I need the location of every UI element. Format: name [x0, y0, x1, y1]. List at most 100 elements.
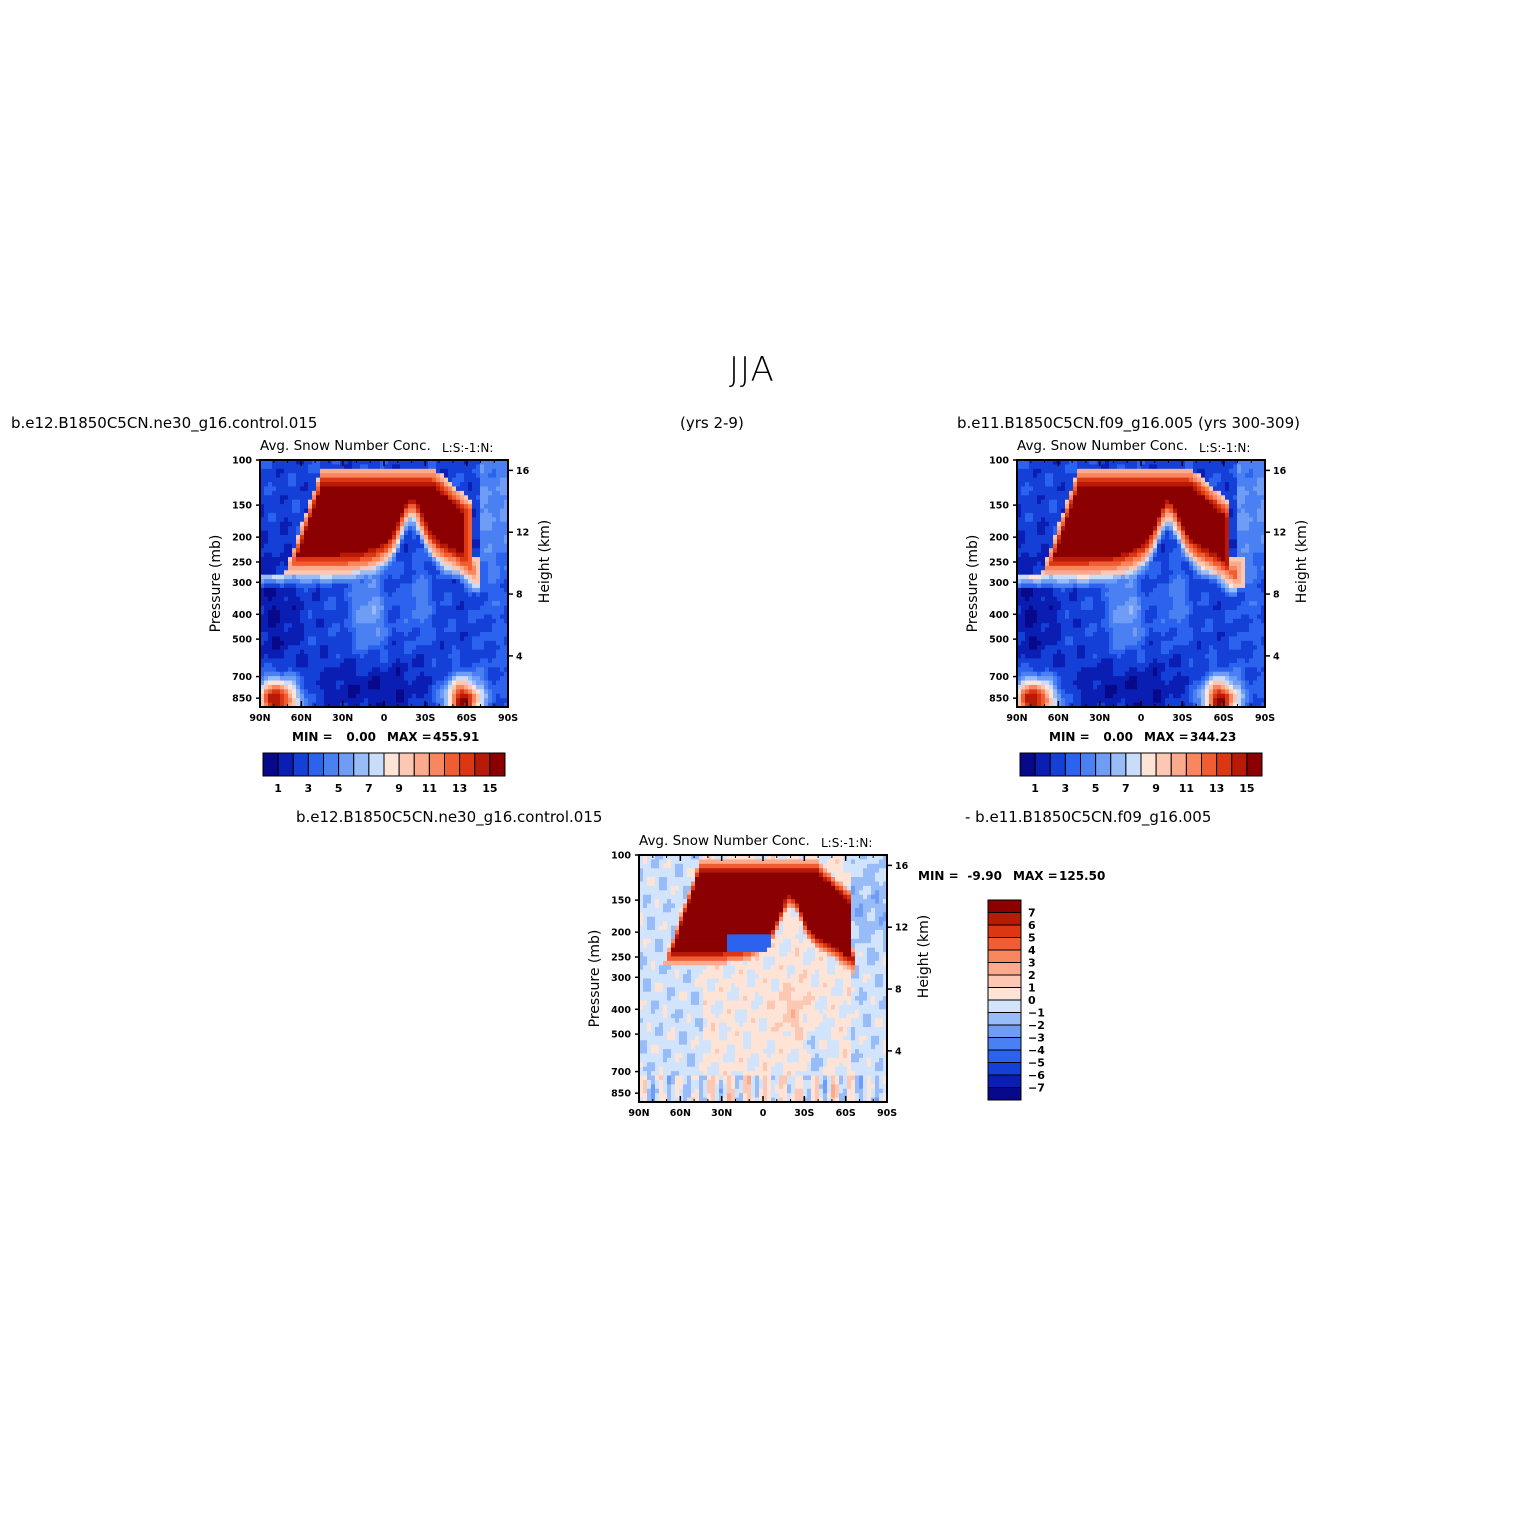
- field-cell: [456, 641, 461, 646]
- field-cell: [400, 584, 405, 589]
- field-cell: [300, 681, 305, 686]
- field-cell: [1049, 579, 1054, 584]
- field-cell: [340, 509, 345, 514]
- field-cell: [416, 645, 421, 650]
- field-cell: [284, 667, 289, 672]
- field-cell: [1113, 557, 1118, 562]
- field-cell: [472, 663, 477, 668]
- field-cell: [480, 570, 485, 575]
- field-cell: [1085, 623, 1090, 628]
- field-cell: [1053, 667, 1058, 672]
- field-cell: [440, 539, 445, 544]
- field-cell: [304, 645, 309, 650]
- field-cell: [456, 566, 461, 571]
- field-cell: [412, 531, 417, 536]
- field-cell: [416, 632, 421, 637]
- field-cell: [288, 676, 293, 681]
- field-cell: [1105, 566, 1110, 571]
- field-cell: [1049, 588, 1054, 593]
- field-cell: [340, 535, 345, 540]
- field-cell: [376, 694, 381, 699]
- field-cell: [388, 663, 393, 668]
- field-cell: [376, 689, 381, 694]
- field-cell: [308, 667, 313, 672]
- field-cell: [496, 619, 501, 624]
- field-cell: [420, 575, 425, 580]
- field-cell: [436, 685, 441, 690]
- field-cell: [272, 504, 277, 509]
- field-cell: [328, 522, 333, 527]
- field-cell: [496, 531, 501, 536]
- field-cell: [400, 464, 405, 469]
- field-cell: [372, 548, 377, 553]
- field-cell: [408, 575, 413, 580]
- field-cell: [1037, 623, 1042, 628]
- field-cell: [1053, 491, 1058, 496]
- field-cell: [1089, 614, 1094, 619]
- field-cell: [1045, 610, 1050, 615]
- field-cell: [416, 610, 421, 615]
- field-cell: [1037, 663, 1042, 668]
- field-cell: [1029, 526, 1034, 531]
- field-cell: [484, 606, 489, 611]
- field-cell: [1041, 610, 1046, 615]
- field-cell: [476, 517, 481, 522]
- field-cell: [376, 619, 381, 624]
- field-cell: [304, 566, 309, 571]
- max-value: 455.91: [433, 730, 479, 744]
- field-cell: [380, 628, 385, 633]
- field-cell: [332, 663, 337, 668]
- field-cell: [368, 614, 373, 619]
- field-cell: [372, 570, 377, 575]
- field-cell: [488, 478, 493, 483]
- field-cell: [1085, 495, 1090, 500]
- field-cell: [348, 614, 353, 619]
- field-cell: [296, 663, 301, 668]
- field-cell: [312, 531, 317, 536]
- field-cell: [344, 482, 349, 487]
- field-cell: [1105, 654, 1110, 659]
- field-cell: [1097, 592, 1102, 597]
- field-cell: [1101, 663, 1106, 668]
- field-cell: [292, 544, 297, 549]
- field-cell: [496, 601, 501, 606]
- field-cell: [356, 606, 361, 611]
- field-cell: [1053, 548, 1058, 553]
- field-cell: [432, 509, 437, 514]
- field-cell: [348, 641, 353, 646]
- field-cell: [320, 522, 325, 527]
- field-cell: [320, 482, 325, 487]
- field-cell: [1101, 632, 1106, 637]
- field-cell: [428, 561, 433, 566]
- field-cell: [456, 531, 461, 536]
- field-cell: [308, 482, 313, 487]
- field-cell: [284, 645, 289, 650]
- field-cell: [428, 522, 433, 527]
- field-cell: [392, 689, 397, 694]
- field-cell: [340, 570, 345, 575]
- field-cell: [312, 601, 317, 606]
- field-cell: [1041, 654, 1046, 659]
- field-cell: [1061, 570, 1066, 575]
- field-cell: [1041, 553, 1046, 558]
- field-cell: [356, 579, 361, 584]
- field-cell: [376, 575, 381, 580]
- field-cell: [276, 561, 281, 566]
- field-cell: [472, 535, 477, 540]
- field-cell: [432, 535, 437, 540]
- field-cell: [456, 685, 461, 690]
- field-cell: [464, 539, 469, 544]
- field-cell: [268, 478, 273, 483]
- field-cell: [1021, 667, 1026, 672]
- field-cell: [344, 570, 349, 575]
- field-cell: [396, 522, 401, 527]
- field-cell: [476, 575, 481, 580]
- field-cell: [1089, 509, 1094, 514]
- field-cell: [264, 654, 269, 659]
- field-cell: [292, 526, 297, 531]
- field-cell: [392, 606, 397, 611]
- field-cell: [448, 628, 453, 633]
- field-cell: [1037, 579, 1042, 584]
- field-cell: [408, 570, 413, 575]
- field-cell: [408, 650, 413, 655]
